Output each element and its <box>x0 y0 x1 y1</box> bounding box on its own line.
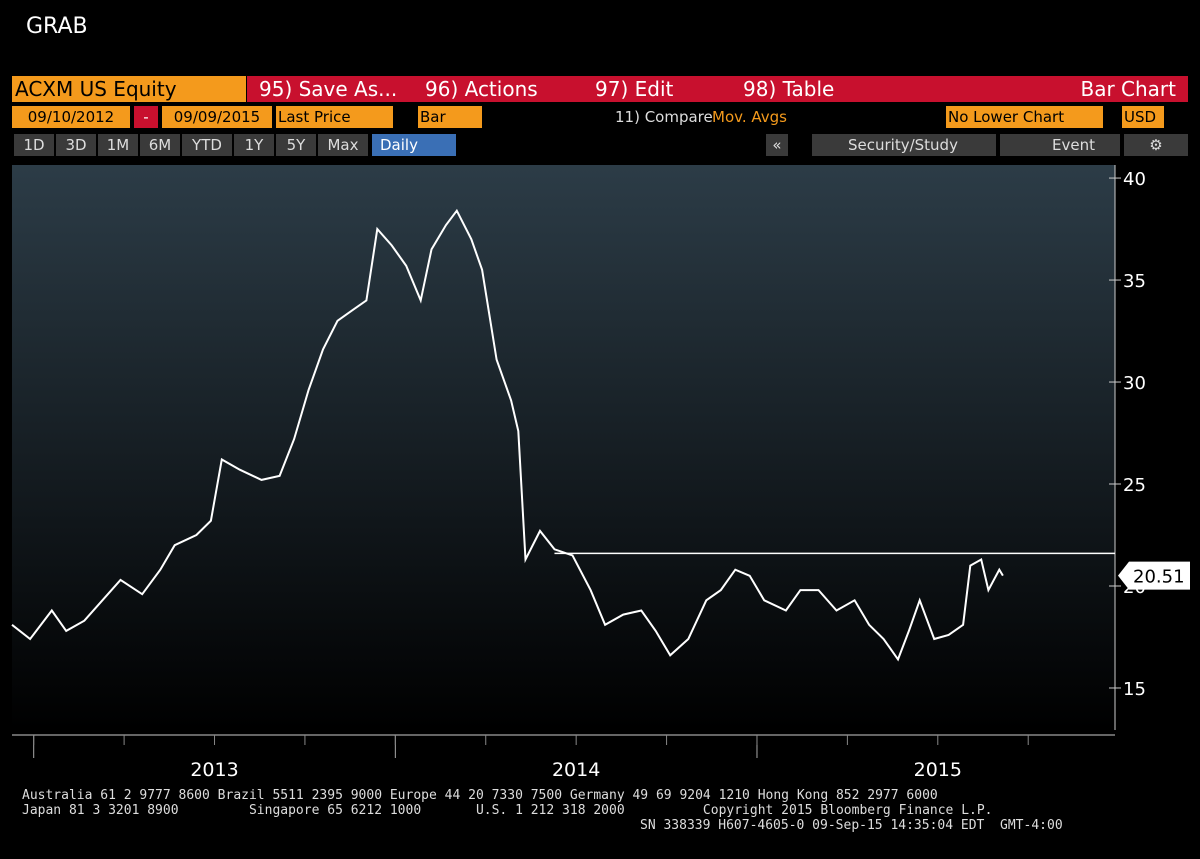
period-button[interactable]: 1Y <box>234 134 274 156</box>
period-button[interactable]: 3D <box>56 134 96 156</box>
chart-kind[interactable]: Bar Chart <box>863 76 1188 102</box>
footer-line: Japan 81 3 3201 8900 Singapore 65 6212 1… <box>22 803 993 818</box>
collapse[interactable]: « <box>766 134 788 156</box>
plot-background <box>12 165 1115 730</box>
security-field[interactable]: ACXM US Equity <box>12 76 246 102</box>
y-tick-label: 35 <box>1123 271 1146 292</box>
end-date[interactable]: 09/09/2015 <box>162 106 272 128</box>
x-tick-label: 2015 <box>914 759 962 781</box>
actions-button[interactable]: 96) Actions <box>401 76 575 102</box>
chart: 15202530354020132014201520.51 <box>11 165 1190 781</box>
mov-avgs[interactable]: Mov. Avgs <box>712 108 787 126</box>
settings[interactable]: ⚙ <box>1124 134 1188 156</box>
price-line <box>11 208 1004 662</box>
footer-line: SN 338339 H607-4605-0 09-Sep-15 14:35:04… <box>640 818 1063 833</box>
field-select[interactable]: Last Price <box>276 106 393 128</box>
period-button[interactable]: 5Y <box>276 134 316 156</box>
security-study[interactable]: Security/Study <box>812 134 996 156</box>
currency[interactable]: USD <box>1122 106 1164 128</box>
last-price-label: 20.51 <box>1133 567 1185 588</box>
period-button[interactable]: 1M <box>98 134 138 156</box>
frequency[interactable]: Daily <box>372 134 456 156</box>
style-select[interactable]: Bar <box>418 106 482 128</box>
start-date[interactable]: 09/10/2012 <box>12 106 130 128</box>
compare-button[interactable]: 11) Compare <box>615 108 713 126</box>
y-tick-label: 40 <box>1123 169 1146 190</box>
period-button[interactable]: 1D <box>14 134 54 156</box>
lower-chart[interactable]: No Lower Chart <box>946 106 1103 128</box>
x-tick-label: 2014 <box>552 759 600 781</box>
y-tick-label: 15 <box>1123 679 1146 700</box>
save-button[interactable]: 95) Save As... <box>247 76 409 102</box>
last-price-tag <box>1118 561 1190 590</box>
period-button[interactable]: Max <box>318 134 368 156</box>
period-button[interactable]: 6M <box>140 134 180 156</box>
event[interactable]: Event <box>1000 134 1120 156</box>
y-tick-label: 30 <box>1123 373 1146 394</box>
y-tick-label: 25 <box>1123 475 1146 496</box>
window-title: GRAB <box>26 14 88 39</box>
period-button[interactable]: YTD <box>182 134 232 156</box>
x-tick-label: 2013 <box>190 759 238 781</box>
table-button[interactable]: 98) Table <box>709 76 893 102</box>
footer-line: Australia 61 2 9777 8600 Brazil 5511 239… <box>22 788 938 803</box>
date-dash: - <box>134 106 158 128</box>
